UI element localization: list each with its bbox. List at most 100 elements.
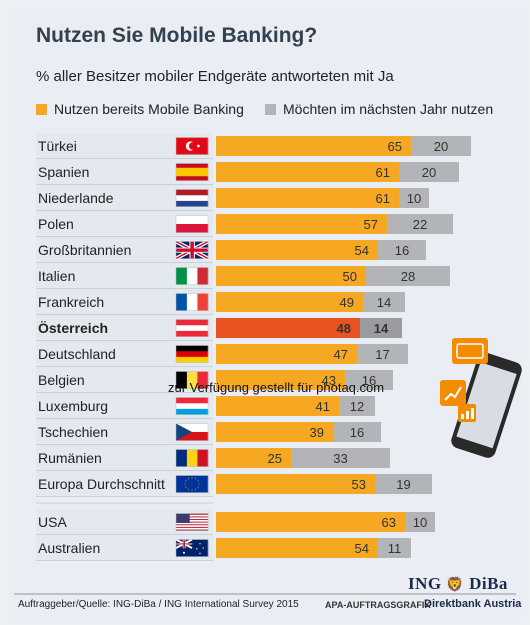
data-label-series-1: 50 (343, 269, 357, 284)
category-label: Australien (38, 540, 100, 556)
data-label-series-1: 25 (268, 451, 282, 466)
bar-series-1 (216, 240, 378, 260)
data-label-series-2: 20 (422, 165, 436, 180)
category-label: Österreich (38, 320, 108, 336)
flag-france-icon (175, 293, 209, 311)
bar-series-1 (216, 422, 333, 442)
data-label-series-2: 16 (350, 425, 364, 440)
bar-series-1 (216, 396, 339, 416)
data-label-series-1: 39 (310, 425, 324, 440)
category-label: Luxemburg (38, 398, 108, 414)
flag-luxembourg-icon (175, 397, 209, 415)
category-label: Frankreich (38, 294, 104, 310)
bar-series-1 (216, 370, 345, 390)
lion-icon: 🦁 (446, 578, 465, 593)
category-label: Belgien (38, 372, 85, 388)
legend-swatch-series-2 (265, 103, 276, 115)
footer-brand: Direktbank Austria (424, 598, 522, 610)
legend-label-series-2: Möchten im nächsten Jahr nutzen (283, 101, 494, 117)
category-label: USA (38, 514, 67, 530)
data-label-series-2: 20 (434, 139, 448, 154)
bar-series-1 (216, 162, 399, 182)
flag-romania-icon (175, 449, 209, 467)
category-label: Rumänien (38, 450, 102, 466)
data-label-series-1: 49 (340, 295, 354, 310)
bar-series-2 (405, 512, 435, 532)
chart-subtitle: % aller Besitzer mobiler Endgeräte antwo… (36, 68, 394, 85)
bar-series-1 (216, 538, 378, 558)
category-label: Tschechien (38, 424, 108, 440)
bar-series-2 (363, 292, 405, 312)
data-label-series-2: 16 (362, 373, 376, 388)
data-label-series-1: 54 (355, 243, 369, 258)
credit-card-icon (452, 338, 488, 364)
data-label-series-1: 63 (382, 515, 396, 530)
chart-title: Nutzen Sie Mobile Banking? (36, 24, 318, 47)
data-label-series-1: 61 (376, 191, 390, 206)
data-label-series-2: 17 (375, 347, 389, 362)
category-label: Europa Durchschnitt (38, 476, 165, 492)
legend-item-series-1: Nutzen bereits Mobile Banking (36, 101, 244, 117)
flag-italy-icon (175, 267, 209, 285)
data-label-series-1: 61 (376, 165, 390, 180)
bar-series-2 (360, 318, 402, 338)
bar-series-2 (339, 396, 375, 416)
data-label-series-2: 10 (413, 515, 427, 530)
flag-belgium-icon (175, 371, 209, 389)
category-label: Niederlande (38, 190, 114, 206)
flag-australia-icon (175, 538, 209, 557)
category-label: Spanien (38, 164, 89, 180)
data-label-series-2: 28 (401, 269, 415, 284)
data-label-series-1: 57 (364, 217, 378, 232)
logo-text-left: ING (408, 574, 442, 593)
flag-czechia-icon (175, 423, 209, 441)
bar-series-1 (216, 266, 366, 286)
data-label-series-1: 65 (388, 139, 402, 154)
bar-series-2 (399, 188, 429, 208)
category-label: Deutschland (38, 346, 116, 362)
ing-diba-logo: ING 🦁 DiBa (408, 574, 508, 594)
logo-text-right: DiBa (469, 574, 508, 593)
line-chart-icon (440, 380, 466, 406)
data-label-series-2: 14 (374, 321, 389, 336)
data-label-series-1: 43 (322, 373, 336, 388)
watermark-text: zur Verfügung gestellt für photaq.com (168, 380, 385, 395)
data-label-series-2: 11 (388, 541, 402, 556)
data-label-series-1: 47 (334, 347, 348, 362)
category-label: Türkei (38, 138, 77, 154)
data-label-series-2: 12 (350, 399, 364, 414)
bar-series-2 (411, 136, 471, 156)
data-label-series-1: 53 (352, 477, 366, 492)
smartphone-icon (451, 352, 522, 458)
bar-series-2 (366, 266, 450, 286)
footer-apa: APA-AUFTRAGSGRAFIK (325, 600, 431, 610)
legend-label-series-1: Nutzen bereits Mobile Banking (54, 101, 244, 117)
bar-series-1 (216, 214, 387, 234)
bar-series-1 (216, 136, 411, 156)
bar-series-1 (216, 318, 360, 338)
data-label-series-2: 16 (395, 243, 409, 258)
flag-usa-icon (175, 513, 209, 531)
bar-series-2 (357, 344, 408, 364)
bar-series-2 (378, 538, 411, 558)
bar-series-1 (216, 474, 375, 494)
flag-austria-icon (175, 319, 209, 337)
category-label: Polen (38, 216, 74, 232)
data-label-series-1: 54 (355, 541, 369, 556)
bar-series-2 (399, 162, 459, 182)
data-label-series-1: 41 (316, 399, 330, 414)
category-label: Italien (38, 268, 75, 284)
flag-uk-icon (175, 239, 209, 261)
footer-source: Auftraggeber/Quelle: ING-DiBa / ING Inte… (18, 599, 299, 610)
legend-swatch-series-1 (36, 103, 47, 115)
bar-series-2 (333, 422, 381, 442)
bar-series-2 (291, 448, 390, 468)
bar-series-2 (378, 240, 426, 260)
flag-turkey-icon (175, 137, 209, 155)
bar-series-2 (375, 474, 432, 494)
data-label-series-1: 48 (337, 321, 351, 336)
bar-chart-icon (458, 404, 476, 422)
data-label-series-2: 10 (407, 191, 421, 206)
flag-germany-icon (175, 345, 209, 363)
